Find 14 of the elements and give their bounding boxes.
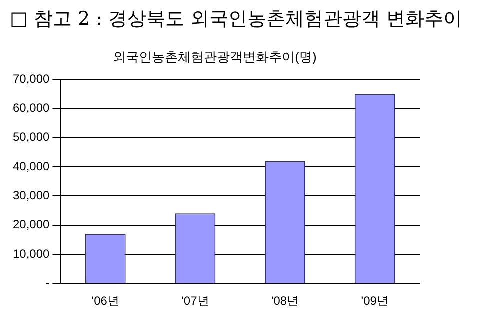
y-tick-label: 60,000 (13, 101, 50, 116)
y-tick-label: - (46, 276, 50, 290)
x-tick-label: '09년 (361, 294, 389, 308)
x-tick-label: '06년 (92, 294, 120, 308)
y-tick-label: 50,000 (13, 130, 50, 144)
y-tick-label: 10,000 (13, 246, 50, 261)
chart-title: □ 참고 2 : 경상북도 외국인농촌체험관광객 변화추이 (10, 7, 463, 32)
y-tick-label: 70,000 (13, 72, 50, 86)
chart-subtitle: 외국인농촌체험관광객변화추이(명) (113, 49, 317, 64)
x-tick-label: '07년 (182, 294, 210, 308)
y-tick-label: 40,000 (13, 159, 50, 174)
y-tick-label: 30,000 (13, 188, 50, 202)
y-tick-label: 20,000 (13, 218, 50, 232)
x-tick-label: '08년 (271, 294, 300, 308)
